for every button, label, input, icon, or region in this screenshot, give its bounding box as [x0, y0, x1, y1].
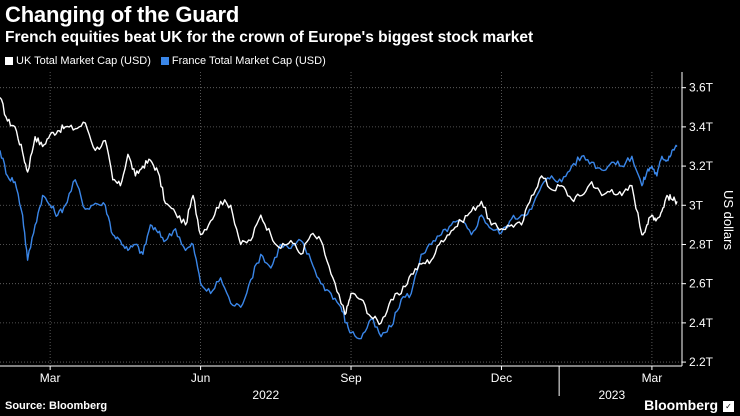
y-tick-label: 3T — [689, 198, 704, 212]
y-tick-label: 3.2T — [689, 159, 714, 173]
y-tick-label: 2.8T — [689, 237, 714, 251]
x-tick-label: Mar — [642, 371, 663, 385]
legend-label-uk: UK Total Market Cap (USD) — [16, 55, 151, 67]
x-tick-label: Jun — [191, 371, 210, 385]
year-label: 2023 — [598, 388, 625, 402]
legend-item-france: France Total Market Cap (USD) — [160, 55, 326, 67]
chart-subtitle: French equities beat UK for the crown of… — [5, 29, 534, 46]
series-line-france — [0, 144, 678, 340]
legend-label-france: France Total Market Cap (USD) — [171, 55, 326, 67]
series-line-uk — [0, 97, 678, 326]
source-note: Source: Bloomberg — [5, 400, 108, 412]
bloomberg-logo: Bloomberg — [644, 397, 718, 413]
legend-item-uk: UK Total Market Cap (USD) — [5, 55, 151, 67]
legend: UK Total Market Cap (USD) France Total M… — [5, 55, 326, 67]
y-tick-label: 3.4T — [689, 120, 714, 134]
legend-swatch-france — [160, 57, 169, 65]
legend-swatch-uk — [5, 57, 13, 65]
y-axis-label: US dollars — [721, 190, 736, 250]
x-tick-label: Mar — [40, 371, 61, 385]
series-layer — [0, 97, 678, 340]
grid-layer — [0, 72, 682, 366]
y-tick-label: 2.4T — [689, 316, 714, 330]
brand-mark-icon: ✓ — [723, 401, 734, 412]
x-tick-label: Sep — [340, 371, 362, 385]
y-tick-label: 2.2T — [689, 355, 714, 369]
axis-layer: 2.2T 2.4T 2.6T 2.8T 3T 3.2T 3.4T 3.6T Mar Jun Sep D… — [0, 72, 714, 402]
chart-title: Changing of the Guard — [5, 2, 240, 27]
y-tick-label: 3.6T — [689, 81, 714, 95]
y-tick-label: 2.6T — [689, 277, 714, 291]
year-label: 2022 — [252, 388, 279, 402]
x-tick-label: Dec — [491, 371, 512, 385]
